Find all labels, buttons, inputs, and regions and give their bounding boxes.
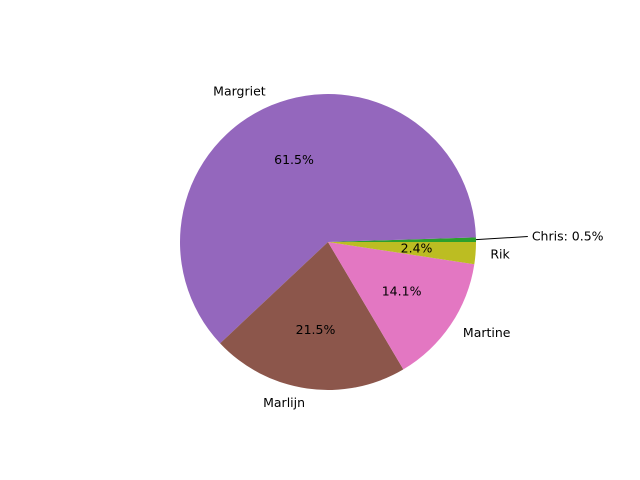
pie-slice-martine xyxy=(328,242,475,370)
pie-slice-marlijn xyxy=(220,242,404,390)
slice-percent-rik: 2.4% xyxy=(401,241,433,256)
pie-slice-margriet xyxy=(179,93,476,344)
pie-slices xyxy=(179,93,476,390)
slice-label-margriet: Margriet xyxy=(213,84,266,99)
slice-percent-martine: 14.1% xyxy=(382,284,422,299)
pie-labels: Chris: 0.5% Margriet 61.5% Marlijn 21.5% Mart… xyxy=(213,84,603,411)
slice-percent-marlijn: 21.5% xyxy=(296,322,336,337)
slice-label-rik: Rik xyxy=(490,246,510,261)
slice-label-marlijn: Marlijn xyxy=(263,395,305,410)
pie-slice-chris xyxy=(328,237,476,242)
slice-percent-margriet: 61.5% xyxy=(274,152,314,167)
callout-label-chris: Chris: 0.5% xyxy=(532,228,604,243)
callout-line-chris xyxy=(475,235,528,241)
pie-slice-rik xyxy=(328,242,476,265)
slice-label-martine: Martine xyxy=(463,325,511,340)
